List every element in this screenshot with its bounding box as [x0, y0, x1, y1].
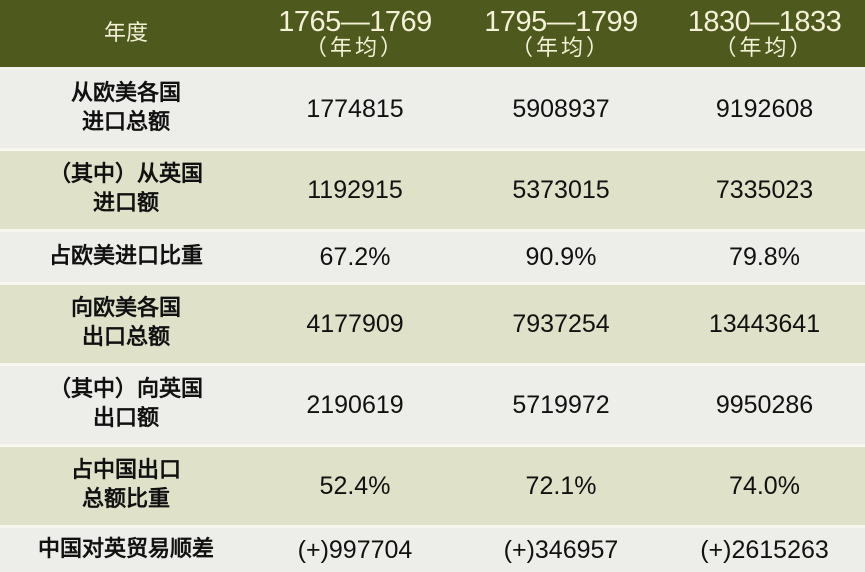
- cell-value: 72.1%: [458, 446, 664, 527]
- cell-value: 7937254: [458, 284, 664, 365]
- cell-value: 79.8%: [664, 231, 865, 284]
- header-period-1: 1765—1769（年均）: [252, 0, 458, 69]
- period-years: 1795—1799: [458, 7, 664, 37]
- row-label-line: 出口总额: [0, 324, 252, 353]
- cell-value: 90.9%: [458, 231, 664, 284]
- row-label: 向欧美各国出口总额: [0, 284, 252, 365]
- row-label-line: （其中）向英国: [0, 376, 252, 405]
- table-row: 中国对英贸易顺差(+)997704(+)346957(+)2615263: [0, 527, 865, 572]
- cell-value: 74.0%: [664, 446, 865, 527]
- row-label: 占欧美进口比重: [0, 231, 252, 284]
- row-label-line: 从欧美各国: [0, 80, 252, 109]
- header-period-2: 1795—1799（年均）: [458, 0, 664, 69]
- cell-value: 1192915: [252, 150, 458, 231]
- cell-value: 2190619: [252, 365, 458, 446]
- cell-value: 5373015: [458, 150, 664, 231]
- period-note: （年均）: [252, 37, 458, 60]
- period-note: （年均）: [458, 37, 664, 60]
- cell-value: (+)997704: [252, 527, 458, 572]
- row-label: 中国对英贸易顺差: [0, 527, 252, 572]
- header-row: 年度 1765—1769（年均） 1795—1799（年均） 1830—1833…: [0, 0, 865, 69]
- cell-value: 7335023: [664, 150, 865, 231]
- cell-value: 13443641: [664, 284, 865, 365]
- row-label-line: 占欧美进口比重: [0, 243, 252, 272]
- row-label-line: 中国对英贸易顺差: [0, 536, 252, 565]
- header-period-3: 1830—1833（年均）: [664, 0, 865, 69]
- row-label-line: 占中国出口: [0, 457, 252, 486]
- cell-value: 9950286: [664, 365, 865, 446]
- period-years: 1765—1769: [252, 7, 458, 37]
- cell-value: (+)346957: [458, 527, 664, 572]
- period-note: （年均）: [664, 37, 865, 60]
- cell-value: 52.4%: [252, 446, 458, 527]
- row-label-line: 向欧美各国: [0, 295, 252, 324]
- cell-value: 5719972: [458, 365, 664, 446]
- row-label-line: 出口额: [0, 405, 252, 434]
- row-label-line: 总额比重: [0, 486, 252, 515]
- row-label: （其中）从英国进口额: [0, 150, 252, 231]
- period-years: 1830—1833: [664, 7, 865, 37]
- header-year-label: 年度: [0, 0, 252, 69]
- row-label: 从欧美各国进口总额: [0, 69, 252, 150]
- cell-value: (+)2615263: [664, 527, 865, 572]
- row-label-line: 进口总额: [0, 109, 252, 138]
- row-label: 占中国出口总额比重: [0, 446, 252, 527]
- row-label-line: 进口额: [0, 190, 252, 219]
- cell-value: 1774815: [252, 69, 458, 150]
- cell-value: 67.2%: [252, 231, 458, 284]
- row-label: （其中）向英国出口额: [0, 365, 252, 446]
- cell-value: 4177909: [252, 284, 458, 365]
- cell-value: 5908937: [458, 69, 664, 150]
- row-label-line: （其中）从英国: [0, 161, 252, 190]
- cell-value: 9192608: [664, 69, 865, 150]
